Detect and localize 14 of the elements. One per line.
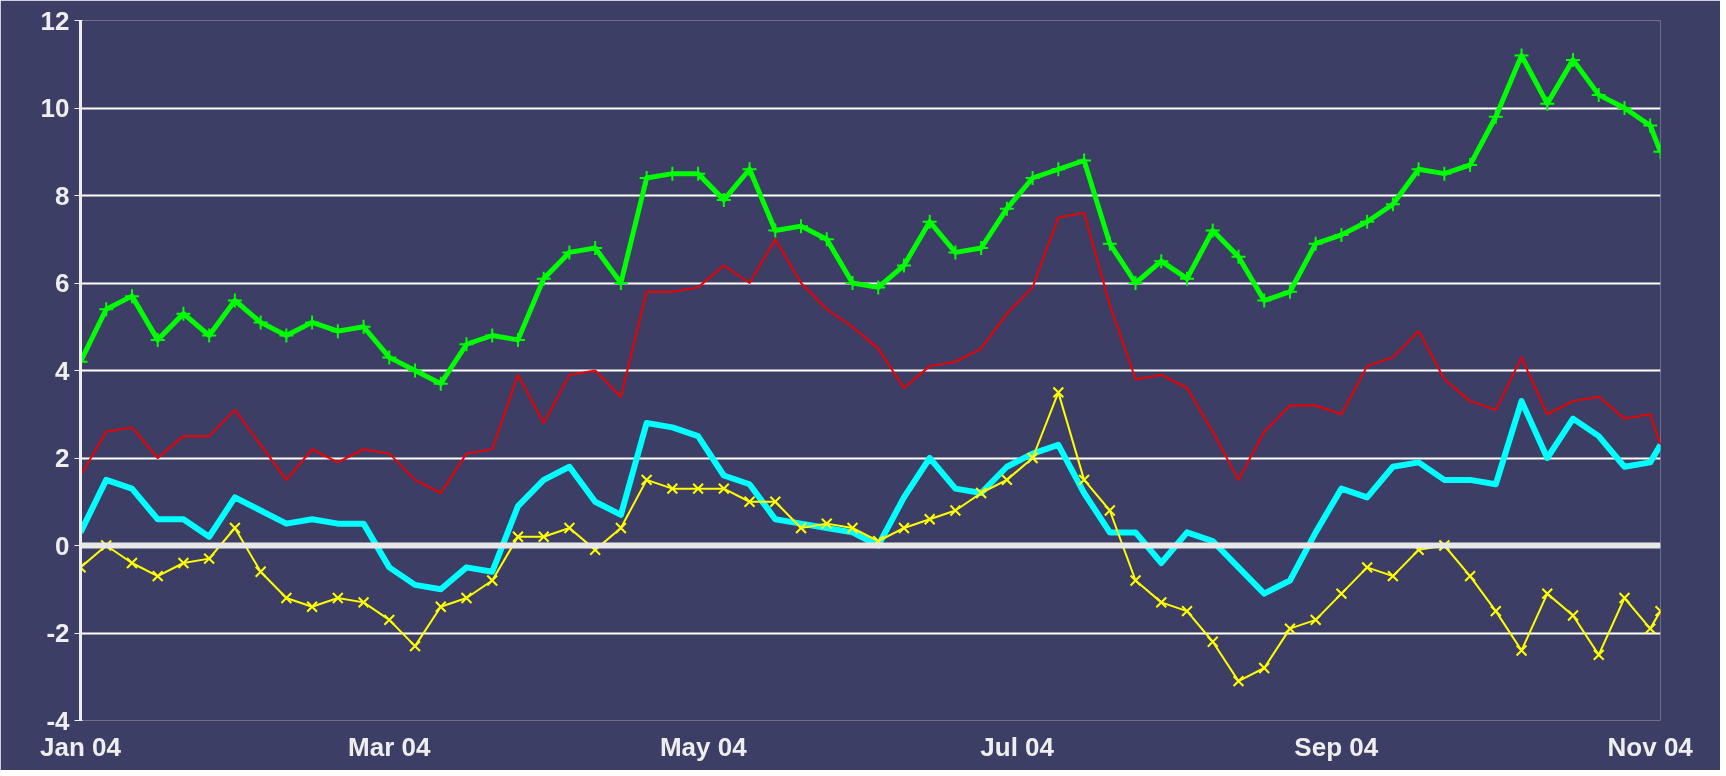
x-tick-label: Mar 04 [348, 731, 432, 762]
y-tick-label: 2 [55, 443, 70, 473]
line-series [80, 212, 1661, 494]
y-tick-label: 6 [55, 268, 70, 298]
y-tick-label: -2 [46, 618, 70, 648]
x-tick-label: Jul 04 [980, 731, 1055, 762]
x-tick-label: May 04 [659, 731, 748, 762]
x-tick-label: Nov 04 [1607, 731, 1694, 762]
y-tick-label: 10 [40, 93, 70, 123]
y-tick-label: 4 [55, 355, 71, 386]
y-tick-label: 12 [40, 5, 70, 36]
y-tick-label: 0 [55, 530, 70, 561]
x-tick-label: Sep 04 [1294, 731, 1379, 762]
y-tick-label: 8 [55, 180, 70, 211]
